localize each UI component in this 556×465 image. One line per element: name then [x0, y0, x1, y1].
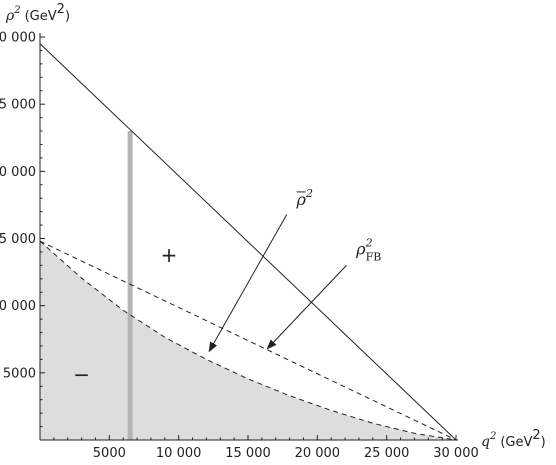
region-signs: +− — [73, 243, 177, 387]
y-ticks: 5000 10 000 15 000 20 000 25 000 30 000 — [0, 31, 45, 428]
y-tick-label: 20 000 — [0, 165, 36, 180]
plot-area: 5000 10 000 15 000 20 000 25 000 30 000 5000 1… — [0, 31, 479, 462]
x-ticks: 5000 10 000 15 000 20 000 25 000 30 000 — [53, 435, 479, 461]
shaded-region — [40, 241, 456, 440]
x-tick-label: 5000 — [93, 446, 126, 461]
x-tick-label: 15 000 — [225, 446, 271, 461]
series-line-1 — [39, 240, 457, 441]
series-layer — [39, 43, 457, 441]
annotation-arrow-1 — [266, 265, 347, 350]
x-axis-label: q2 (GeV2) — [481, 428, 546, 450]
annotation-label-1: ρ2 FB — [355, 237, 381, 264]
series-line-0 — [39, 43, 457, 441]
x-tick-label: 10 000 — [156, 446, 202, 461]
annotation-label-0: ρ2 — [296, 187, 313, 209]
series-line-2 — [39, 240, 457, 441]
y-axis-label: ρ2 (GeV2) — [5, 2, 70, 24]
x-tick-label: 20 000 — [295, 446, 341, 461]
y-tick-label: 10 000 — [0, 299, 36, 314]
y-tick-label: 30 000 — [0, 31, 36, 46]
y-tick-label: 25 000 — [0, 98, 36, 113]
x-tick-label: 30 000 — [433, 446, 479, 461]
region-sign-1: − — [73, 363, 90, 387]
annotation-arrow-0 — [208, 214, 288, 353]
annotations: ρ2 ρ2 FB — [208, 187, 381, 353]
y-tick-label: 5000 — [3, 366, 36, 381]
y-tick-label: 15 000 — [0, 232, 36, 247]
region-sign-0: + — [161, 243, 178, 267]
x-tick-label: 25 000 — [364, 446, 410, 461]
